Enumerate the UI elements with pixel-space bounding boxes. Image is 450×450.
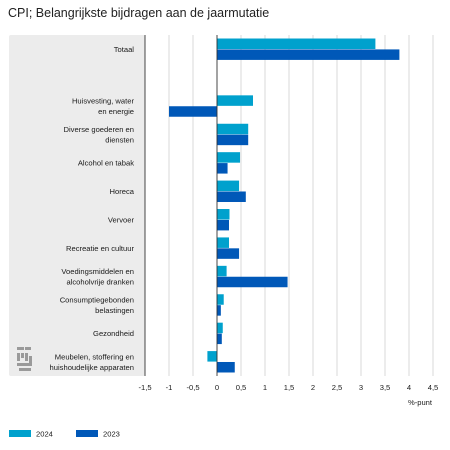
- category-label: en energie: [98, 107, 134, 116]
- bar-2024: [217, 123, 249, 135]
- x-axis-unit-label: %-punt: [408, 398, 433, 407]
- x-tick-label: 1,5: [284, 383, 295, 392]
- x-tick-labels: -1,5 -1 -0,5 0 0,5 1 1,5 2 2,5 3 3,5 4 4,5: [138, 383, 438, 392]
- x-tick-label: -1: [166, 383, 173, 392]
- bar-2024: [217, 152, 241, 163]
- x-tick-label: 2,5: [332, 383, 343, 392]
- gridlines: [168, 35, 434, 376]
- x-tick-label: 1: [263, 383, 267, 392]
- category-label: Horeca: [110, 187, 135, 196]
- x-tick-label: 0,5: [236, 383, 247, 392]
- category-label: Huisvesting, water: [72, 97, 135, 106]
- bar-2024: [217, 322, 223, 334]
- legend-label: 2024: [36, 430, 53, 439]
- bar-2023: [217, 276, 288, 288]
- legend: 2024 2023: [9, 430, 120, 439]
- category-label: Voedingsmiddelen en: [61, 267, 134, 276]
- x-tick-label: 4,5: [428, 383, 439, 392]
- x-tick-label: 3: [359, 383, 363, 392]
- bar-2024: [217, 265, 227, 277]
- legend-item-2023: 2023: [76, 430, 120, 439]
- bars: [169, 38, 400, 373]
- category-label: alcoholvrije dranken: [66, 278, 134, 287]
- bar-2023: [217, 248, 240, 259]
- category-label: Meubelen, stoffering en: [55, 352, 134, 361]
- bar-2023: [217, 333, 222, 345]
- bar-2024: [217, 237, 229, 248]
- bar-2024: [207, 351, 217, 362]
- bar-2024: [217, 294, 224, 305]
- bar-2024: [217, 38, 376, 50]
- legend-swatch: [76, 430, 98, 437]
- bar-2023: [217, 305, 221, 316]
- category-label: Totaal: [114, 45, 135, 54]
- category-label: Vervoer: [108, 216, 135, 225]
- category-label: huishoudelijke apparaten: [50, 363, 134, 372]
- bar-2023: [169, 106, 217, 117]
- category-label: Gezondheid: [93, 329, 134, 338]
- legend-item-2024: 2024: [9, 430, 53, 439]
- legend-label: 2023: [103, 430, 120, 439]
- legend-swatch: [9, 430, 31, 437]
- bar-2023: [217, 49, 400, 60]
- x-tick-label: -0,5: [186, 383, 199, 392]
- x-tick-label: 2: [311, 383, 315, 392]
- category-panel-background: [9, 35, 145, 376]
- x-tick-label: 0: [215, 383, 219, 392]
- x-tick-label: 4: [407, 383, 411, 392]
- bar-2023: [217, 134, 249, 146]
- chart-title: CPI; Belangrijkste bijdragen aan de jaar…: [8, 6, 270, 20]
- bar-2024: [217, 209, 230, 220]
- bar-2023: [217, 191, 246, 202]
- category-label: belastingen: [95, 306, 134, 315]
- bar-2024: [217, 95, 253, 106]
- x-tick-label: 3,5: [380, 383, 391, 392]
- bar-2023: [217, 361, 235, 373]
- bar-2024: [217, 180, 240, 192]
- x-tick-label: -1,5: [138, 383, 151, 392]
- category-label: diensten: [105, 136, 134, 145]
- category-label: Consumptiegebonden: [60, 296, 134, 305]
- bar-2023: [217, 219, 229, 231]
- category-label: Diverse goederen en: [64, 125, 135, 134]
- cbs-logo-icon: [17, 347, 32, 371]
- category-label: Recreatie en cultuur: [66, 244, 134, 253]
- category-label: Alcohol en tabak: [78, 159, 134, 168]
- bar-2023: [217, 163, 228, 174]
